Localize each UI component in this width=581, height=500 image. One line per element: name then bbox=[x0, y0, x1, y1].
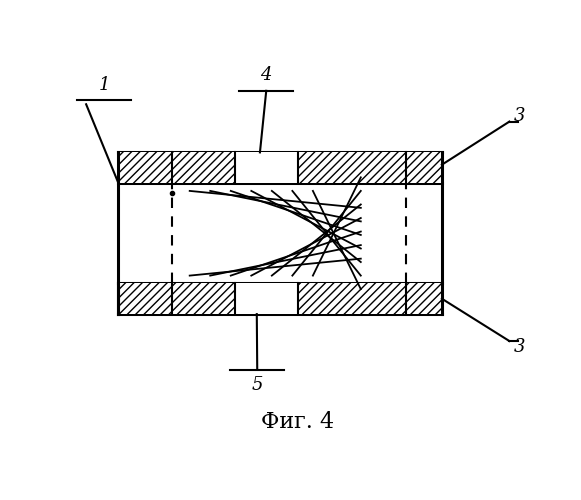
Text: 3: 3 bbox=[514, 338, 525, 356]
Bar bbox=[117, 152, 172, 183]
Bar bbox=[172, 284, 235, 314]
Bar bbox=[297, 152, 406, 183]
Text: 3: 3 bbox=[514, 107, 525, 125]
Text: 4: 4 bbox=[260, 66, 272, 84]
Bar bbox=[297, 284, 406, 314]
Bar bbox=[297, 152, 406, 183]
Bar bbox=[117, 284, 172, 314]
Bar bbox=[297, 284, 406, 314]
Bar bbox=[172, 152, 235, 183]
Text: 1: 1 bbox=[98, 76, 110, 94]
Bar bbox=[406, 284, 442, 314]
Bar bbox=[172, 284, 235, 314]
Bar bbox=[235, 284, 297, 314]
Bar bbox=[406, 152, 442, 183]
Bar bbox=[406, 284, 442, 314]
Bar bbox=[117, 284, 172, 314]
Bar bbox=[117, 152, 172, 183]
Text: 5: 5 bbox=[252, 376, 263, 394]
Bar bbox=[406, 152, 442, 183]
Bar bbox=[235, 152, 297, 183]
Bar bbox=[172, 152, 235, 183]
Text: Фиг. 4: Фиг. 4 bbox=[261, 411, 334, 433]
Bar bbox=[172, 183, 406, 284]
